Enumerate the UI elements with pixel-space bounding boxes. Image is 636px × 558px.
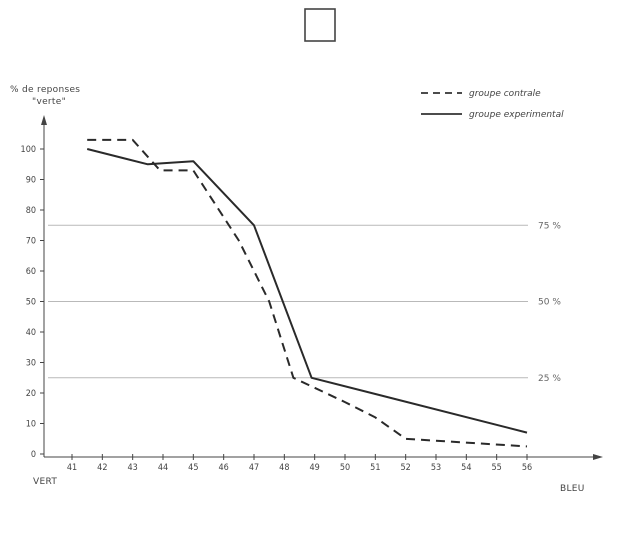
y-axis-label-line2: "verte" — [32, 97, 66, 107]
y-tick-label: 60 — [26, 267, 36, 277]
y-tick-label: 70 — [26, 237, 36, 247]
y-tick-label: 0 — [31, 450, 36, 460]
x-tick-label: 42 — [97, 463, 107, 473]
x-axis-label-right: BLEU — [560, 484, 585, 494]
reference-line-label: 50 % — [538, 298, 561, 308]
x-tick-label: 53 — [431, 463, 441, 473]
x-tick-label: 45 — [188, 463, 198, 473]
y-tick-label: 10 — [26, 420, 36, 430]
y-ticks: 0 10 20 30 40 50 60 70 80 90 100 — [21, 145, 44, 460]
x-ticks: 41 42 43 44 45 46 47 48 49 50 51 52 53 54 55 56 — [67, 454, 532, 473]
x-tick-label: 46 — [219, 463, 229, 473]
x-tick-label: 43 — [128, 463, 138, 473]
x-tick-label: 51 — [370, 463, 380, 473]
x-tick-label: 52 — [401, 463, 411, 473]
y-tick-label: 40 — [26, 328, 36, 338]
legend-label-control: groupe contrale — [469, 89, 541, 99]
x-tick-label: 44 — [158, 463, 168, 473]
x-tick-label: 41 — [67, 463, 77, 473]
reference-line-label: 25 % — [538, 374, 561, 384]
square-icon — [304, 8, 336, 42]
legend-label-experimental: groupe experimental — [469, 110, 564, 120]
y-tick-label: 20 — [26, 389, 36, 399]
legend: groupe contrale groupe experimental — [421, 89, 564, 120]
y-axis-arrow — [41, 115, 47, 125]
series-line-control — [87, 138, 528, 448]
x-tick-label: 50 — [340, 463, 350, 473]
reference-line-label: 75 % — [538, 221, 561, 231]
x-tick-label: 55 — [492, 463, 502, 473]
series-line-experimental — [86, 148, 528, 434]
y-tick-label: 30 — [26, 359, 36, 369]
y-axis-label-line1: % de reponses — [10, 85, 80, 95]
reference-lines: 75 % 50 % 25 % — [48, 221, 561, 384]
x-axis-arrow — [593, 454, 603, 460]
x-tick-label: 49 — [310, 463, 320, 473]
y-tick-label: 50 — [26, 298, 36, 308]
x-axis-label-left: VERT — [33, 477, 57, 487]
x-tick-label: 56 — [522, 463, 532, 473]
y-tick-label: 80 — [26, 206, 36, 216]
x-tick-label: 48 — [279, 463, 289, 473]
x-tick-label: 47 — [249, 463, 259, 473]
series-layer — [86, 138, 528, 448]
y-tick-label: 100 — [21, 145, 36, 155]
x-tick-label: 54 — [461, 463, 471, 473]
y-tick-label: 90 — [26, 176, 36, 186]
